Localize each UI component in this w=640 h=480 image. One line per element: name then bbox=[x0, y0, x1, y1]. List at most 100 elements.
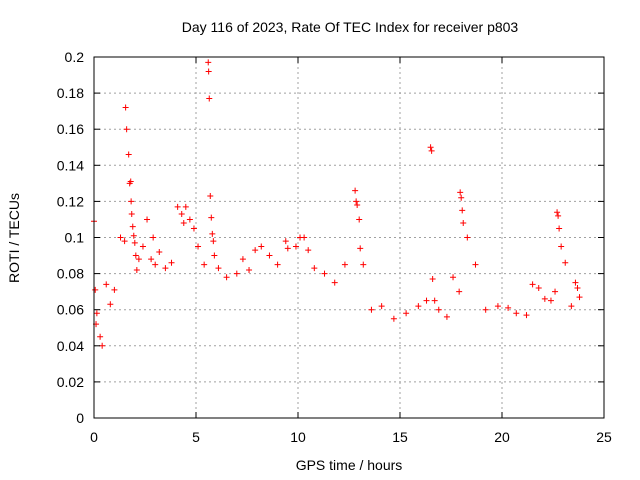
data-point bbox=[301, 234, 308, 241]
data-point bbox=[321, 270, 328, 277]
data-point bbox=[133, 266, 140, 273]
data-point bbox=[541, 295, 548, 302]
data-point bbox=[556, 225, 563, 232]
y-tick-label: 0.18 bbox=[57, 85, 84, 101]
data-point bbox=[205, 59, 212, 66]
data-point bbox=[423, 297, 430, 304]
data-point bbox=[460, 220, 467, 227]
data-point bbox=[123, 126, 130, 133]
data-point bbox=[178, 211, 185, 218]
data-point bbox=[206, 95, 213, 102]
data-point bbox=[523, 312, 530, 319]
data-point bbox=[122, 104, 129, 111]
data-point bbox=[554, 209, 561, 216]
data-point bbox=[239, 256, 246, 263]
data-point bbox=[284, 245, 291, 252]
data-point bbox=[128, 211, 135, 218]
data-point bbox=[127, 178, 134, 185]
x-tick-label: 20 bbox=[494, 429, 510, 445]
data-point bbox=[428, 147, 435, 154]
data-point bbox=[341, 261, 348, 268]
data-point bbox=[150, 234, 157, 241]
data-point bbox=[456, 288, 463, 295]
chart-title: Day 116 of 2023, Rate Of TEC Index for r… bbox=[182, 19, 519, 35]
data-point bbox=[529, 281, 536, 288]
data-point bbox=[311, 265, 318, 272]
data-point bbox=[117, 234, 124, 241]
data-point bbox=[292, 243, 299, 250]
data-point bbox=[450, 274, 457, 281]
x-axis-label: GPS time / hours bbox=[296, 457, 403, 473]
data-point bbox=[353, 198, 360, 205]
x-tick-label: 15 bbox=[392, 429, 408, 445]
data-point bbox=[494, 303, 501, 310]
y-tick-label: 0.12 bbox=[57, 193, 84, 209]
y-tick-label: 0.1 bbox=[65, 230, 85, 246]
data-point bbox=[464, 234, 471, 241]
data-point bbox=[274, 261, 281, 268]
y-tick-label: 0.2 bbox=[65, 49, 85, 65]
data-point bbox=[92, 286, 99, 293]
data-point bbox=[354, 202, 361, 209]
data-point bbox=[209, 230, 216, 237]
data-point bbox=[201, 261, 208, 268]
data-point bbox=[131, 239, 138, 246]
data-point bbox=[431, 297, 438, 304]
data-point bbox=[97, 333, 104, 340]
data-point bbox=[505, 304, 512, 311]
data-point bbox=[552, 288, 559, 295]
data-point bbox=[360, 261, 367, 268]
data-point bbox=[129, 223, 136, 230]
data-point bbox=[190, 225, 197, 232]
data-point bbox=[99, 342, 106, 349]
gridlines bbox=[94, 57, 604, 418]
data-point bbox=[132, 252, 139, 259]
data-point bbox=[111, 286, 118, 293]
data-point bbox=[205, 68, 212, 75]
data-point bbox=[152, 261, 159, 268]
data-point bbox=[144, 216, 151, 223]
data-point bbox=[535, 285, 542, 292]
data-point bbox=[162, 265, 169, 272]
y-tick-label: 0 bbox=[76, 410, 84, 426]
x-tick-label: 5 bbox=[192, 429, 200, 445]
data-point bbox=[186, 216, 193, 223]
data-point bbox=[403, 310, 410, 317]
data-point bbox=[352, 187, 359, 194]
data-point bbox=[211, 252, 218, 259]
axis-ticks: 0 0.02 0.04 0.06 0.08 0.1 0.12 0.14 0.16 0.18 0.2 0… bbox=[57, 49, 612, 445]
data-point bbox=[258, 243, 265, 250]
data-point bbox=[107, 301, 114, 308]
data-point bbox=[233, 270, 240, 277]
data-point bbox=[148, 256, 155, 263]
data-point bbox=[135, 256, 142, 263]
data-point bbox=[435, 306, 442, 313]
data-point bbox=[130, 232, 137, 239]
data-point bbox=[215, 265, 222, 272]
data-point bbox=[457, 189, 464, 196]
x-tick-label: 0 bbox=[90, 429, 98, 445]
data-point bbox=[210, 238, 217, 245]
y-tick-label: 0.04 bbox=[57, 338, 84, 354]
y-tick-label: 0.02 bbox=[57, 374, 84, 390]
data-point bbox=[139, 243, 146, 250]
y-axis-label: ROTI / TECUs bbox=[6, 193, 22, 283]
data-point bbox=[568, 303, 575, 310]
data-point bbox=[390, 315, 397, 322]
data-point bbox=[180, 220, 187, 227]
data-point bbox=[357, 245, 364, 252]
data-point bbox=[429, 276, 436, 283]
data-point bbox=[182, 203, 189, 210]
data-point bbox=[282, 238, 289, 245]
data-point bbox=[266, 252, 273, 259]
data-point bbox=[223, 274, 230, 281]
data-point bbox=[562, 259, 569, 266]
data-point bbox=[513, 310, 520, 317]
data-point bbox=[103, 281, 110, 288]
data-points bbox=[91, 59, 583, 349]
data-point bbox=[121, 238, 128, 245]
data-point bbox=[459, 207, 466, 214]
data-point bbox=[128, 198, 135, 205]
